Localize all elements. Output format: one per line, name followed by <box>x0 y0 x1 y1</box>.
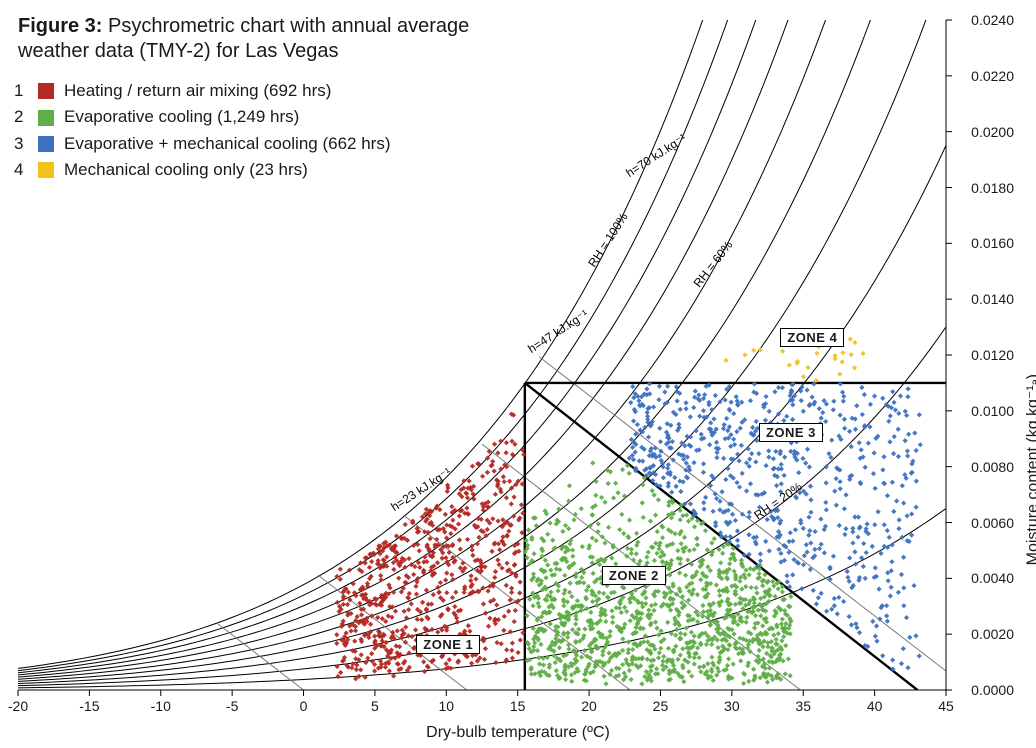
y-tick: 0.0120 <box>954 347 1014 363</box>
zone-label: ZONE 4 <box>780 328 844 347</box>
zone-label: ZONE 1 <box>416 635 480 654</box>
x-axis-label: Dry-bulb temperature (ºC) <box>0 724 1036 742</box>
x-tick: -5 <box>226 698 238 714</box>
x-tick: 45 <box>938 698 954 714</box>
y-tick: 0.0080 <box>954 459 1014 475</box>
x-tick: 5 <box>371 698 379 714</box>
x-tick: 10 <box>439 698 455 714</box>
psychrometric-figure: Figure 3: Psychrometric chart with annua… <box>0 0 1036 748</box>
x-tick: -15 <box>79 698 99 714</box>
y-tick: 0.0200 <box>954 124 1014 140</box>
x-tick: 35 <box>795 698 811 714</box>
x-tick: 20 <box>581 698 597 714</box>
zone-label: ZONE 2 <box>602 566 666 585</box>
y-tick: 0.0160 <box>954 235 1014 251</box>
y-axis-label: Moisture content (kg.kg⁻¹ₐ) <box>1022 374 1036 565</box>
zone-label: ZONE 3 <box>759 423 823 442</box>
chart-svg <box>0 0 1036 748</box>
x-tick: 0 <box>300 698 308 714</box>
x-tick: 40 <box>867 698 883 714</box>
y-tick: 0.0020 <box>954 626 1014 642</box>
x-tick: 15 <box>510 698 526 714</box>
x-tick: 30 <box>724 698 740 714</box>
x-tick: -10 <box>151 698 171 714</box>
y-tick: 0.0000 <box>954 682 1014 698</box>
y-tick: 0.0100 <box>954 403 1014 419</box>
x-tick: -20 <box>8 698 28 714</box>
y-tick: 0.0180 <box>954 180 1014 196</box>
y-tick: 0.0040 <box>954 570 1014 586</box>
y-tick: 0.0060 <box>954 515 1014 531</box>
y-tick: 0.0140 <box>954 291 1014 307</box>
x-tick: 25 <box>653 698 669 714</box>
y-tick: 0.0220 <box>954 68 1014 84</box>
y-tick: 0.0240 <box>954 12 1014 28</box>
